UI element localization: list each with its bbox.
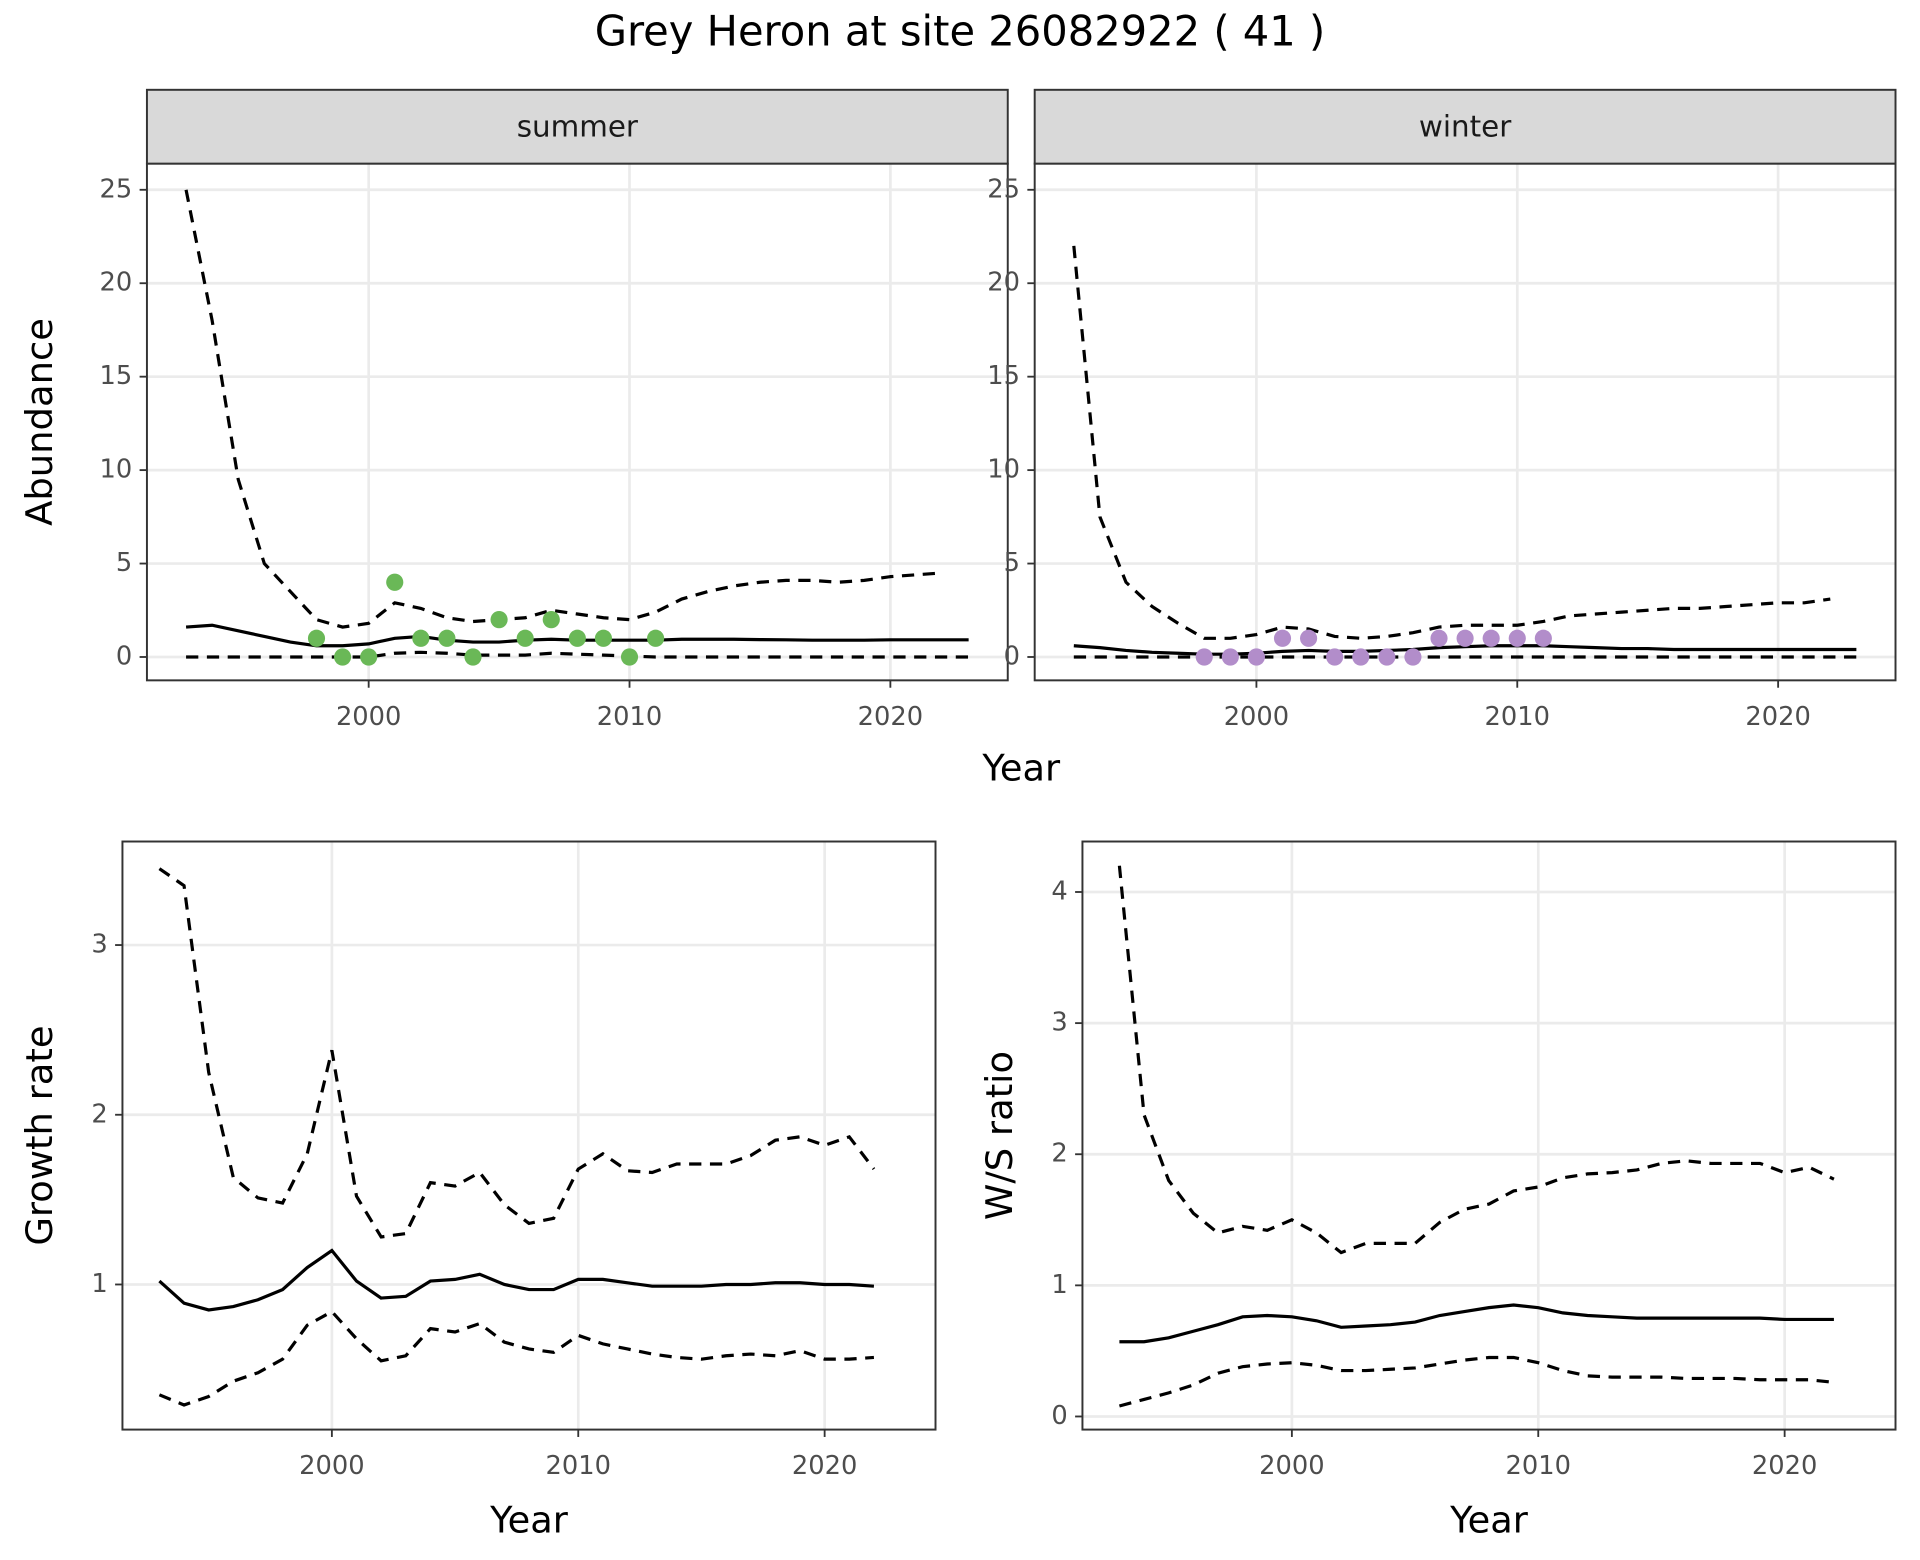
y-axis-label: Growth rate xyxy=(18,1025,61,1245)
observation-point xyxy=(307,629,326,647)
observation-point xyxy=(1482,629,1500,647)
trend-line xyxy=(1119,1303,1834,1344)
observation-point xyxy=(360,648,378,666)
observation-point xyxy=(594,629,613,647)
observation-point xyxy=(1221,648,1239,666)
observation-point xyxy=(464,648,482,666)
y-tick-label: 2 xyxy=(91,1099,107,1129)
observation-point xyxy=(490,610,508,629)
y-tick-label: 20 xyxy=(100,268,133,298)
y-tick-label: 2 xyxy=(1051,1139,1067,1169)
facet-label: winter xyxy=(1419,109,1512,143)
interval-line xyxy=(184,189,943,629)
observation-point xyxy=(1378,648,1396,666)
observation-point xyxy=(1352,648,1370,666)
observation-point xyxy=(568,629,586,647)
observation-point xyxy=(1404,648,1422,666)
y-tick-label: 3 xyxy=(1051,1008,1067,1038)
observation-point xyxy=(1508,629,1526,647)
y-tick-label: 15 xyxy=(987,361,1020,391)
observation-point xyxy=(647,629,665,647)
y-tick-label: 25 xyxy=(100,174,133,204)
panel-border xyxy=(1081,840,1897,1431)
trend-line xyxy=(158,1248,875,1312)
y-tick-label: 3 xyxy=(91,930,107,960)
observation-point xyxy=(1534,629,1552,647)
observation-point xyxy=(1273,629,1292,647)
interval-line xyxy=(158,1309,875,1407)
y-axis-label: W/S ratio xyxy=(978,1051,1021,1220)
y-tick-label: 15 xyxy=(100,361,133,391)
y-tick-label: 0 xyxy=(1051,1401,1067,1431)
facet-strip xyxy=(1033,88,1897,165)
panel-background xyxy=(1034,163,1896,681)
x-tick-label: 2010 xyxy=(1485,702,1550,732)
panel-background xyxy=(146,163,1008,681)
x-tick-label: 2020 xyxy=(858,702,923,732)
facet-strip xyxy=(145,88,1009,165)
x-axis-label: Year xyxy=(981,747,1061,790)
x-tick-label: 2010 xyxy=(1506,1451,1571,1481)
x-tick-label: 2000 xyxy=(1259,1451,1324,1481)
y-tick-label: 20 xyxy=(987,268,1020,298)
y-tick-label: 10 xyxy=(987,455,1020,485)
observation-point xyxy=(1195,648,1213,666)
observation-point xyxy=(516,629,534,647)
x-tick-label: 2020 xyxy=(1752,1451,1817,1481)
y-tick-label: 0 xyxy=(1004,641,1020,671)
panel-background xyxy=(1082,841,1896,1430)
y-tick-label: 10 xyxy=(100,455,133,485)
facet-label: summer xyxy=(517,109,639,143)
x-tick-label: 2020 xyxy=(792,1451,857,1481)
observation-point xyxy=(412,629,430,647)
observation-point xyxy=(542,610,560,629)
observation-point xyxy=(1326,648,1344,666)
interval-line xyxy=(186,650,969,659)
observation-point xyxy=(334,648,352,666)
x-axis-label: Year xyxy=(489,1498,569,1541)
observation-point xyxy=(386,573,404,591)
observation-point xyxy=(438,629,456,647)
x-tick-label: 2020 xyxy=(1745,702,1810,732)
figure-title: Grey Heron at site 26082922 ( 41 ) xyxy=(595,6,1326,55)
y-tick-label: 1 xyxy=(1051,1270,1067,1300)
observation-point xyxy=(1300,629,1318,647)
x-tick-label: 2000 xyxy=(1224,702,1289,732)
x-tick-label: 2000 xyxy=(299,1451,364,1481)
panel-border xyxy=(121,840,937,1431)
panel-background xyxy=(122,841,936,1430)
y-tick-label: 5 xyxy=(1004,548,1020,578)
y-tick-label: 4 xyxy=(1051,876,1067,906)
y-tick-label: 0 xyxy=(116,641,132,671)
observation-point xyxy=(1247,648,1265,666)
interval-line xyxy=(1118,1355,1835,1408)
observation-point xyxy=(1430,629,1448,647)
y-tick-label: 5 xyxy=(116,548,132,578)
y-tick-label: 25 xyxy=(987,174,1020,204)
y-tick-label: 1 xyxy=(91,1269,107,1299)
observation-point xyxy=(1456,629,1474,647)
x-tick-label: 2010 xyxy=(546,1451,611,1481)
interval-line xyxy=(1072,245,1831,640)
x-tick-label: 2010 xyxy=(597,702,662,732)
interval-line xyxy=(1117,865,1835,1255)
y-axis-label: Abundance xyxy=(18,318,61,526)
x-tick-label: 2000 xyxy=(336,702,401,732)
interval-line xyxy=(158,867,876,1239)
observation-point xyxy=(620,648,639,666)
x-axis-label: Year xyxy=(1449,1498,1529,1541)
